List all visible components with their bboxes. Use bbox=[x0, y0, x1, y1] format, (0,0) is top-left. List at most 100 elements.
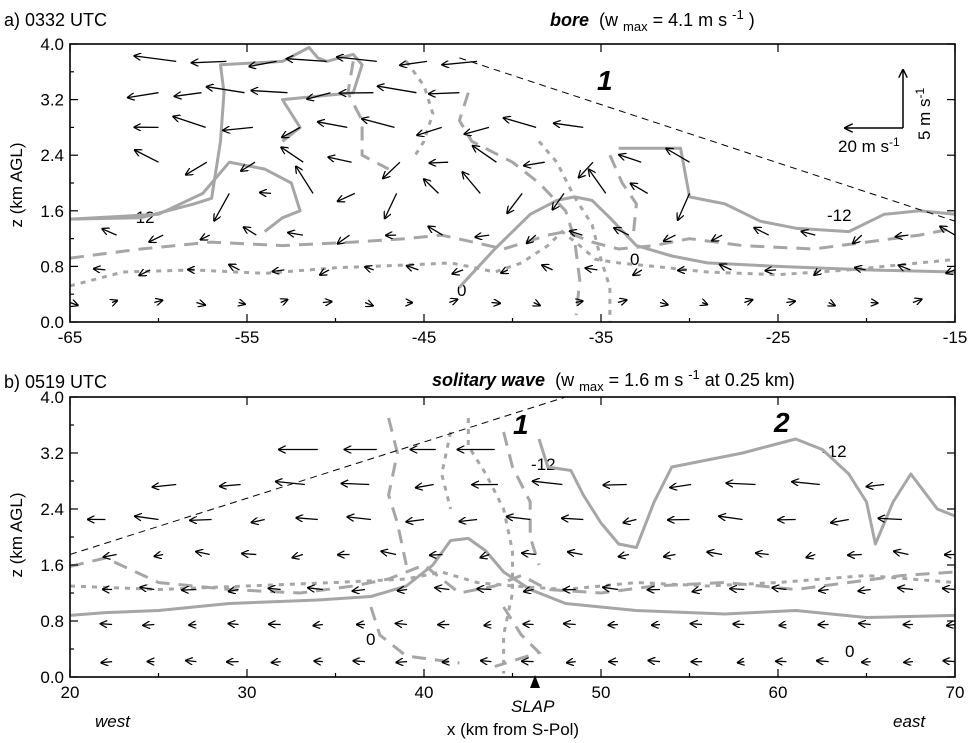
panel-b-wind-arrow-26 bbox=[623, 520, 637, 523]
panel-a-wind-arrow-55 bbox=[337, 234, 350, 244]
panel-b-wind-arrow-103 bbox=[353, 661, 366, 662]
panel-b-title-rest: (w bbox=[555, 370, 575, 390]
panel-a-xtick-label-5: -15 bbox=[943, 328, 968, 347]
panel-a-wind-arrow-42 bbox=[424, 179, 439, 194]
panel-a-wind-arrow-101 bbox=[576, 301, 583, 303]
panel-b: b) 0519 UTC solitary wave (w max = 1.6 m… bbox=[4, 367, 964, 739]
panel-b-wind-arrow-84 bbox=[484, 625, 491, 626]
panel-a-title-tail: = 4.1 m s bbox=[653, 10, 728, 30]
panel-a-title: bore (w max = 4.1 m s -1 ) bbox=[550, 3, 755, 35]
panel-a-wind-arrow-91 bbox=[154, 300, 162, 302]
panel-b-wind-arrow-58 bbox=[308, 588, 323, 590]
panel-a-wind-arrow-0 bbox=[134, 56, 177, 63]
panel-b-feature-label-1: 1 bbox=[513, 409, 529, 440]
panel-a-dotted-contour-2 bbox=[537, 140, 612, 322]
scale-u-label: 20 m s-1 bbox=[838, 135, 900, 156]
panel-a-wind-arrow-45 bbox=[552, 193, 565, 209]
panel-a-wind-arrow-8 bbox=[174, 93, 202, 97]
panel-a-wind-arrow-58 bbox=[475, 235, 490, 237]
panel-b-title-sup: -1 bbox=[688, 367, 700, 382]
panel-a-wind-arrow-53 bbox=[244, 227, 257, 236]
panel-a-wind-arrow-76 bbox=[407, 266, 419, 270]
panel-b-wind-arrow-116 bbox=[904, 662, 913, 663]
panel-a-wind-arrow-18 bbox=[282, 126, 301, 137]
panel-b-wind-arrow-68 bbox=[730, 589, 745, 590]
panel-a-wind-arrow-28 bbox=[281, 147, 304, 163]
panel-a-wind-arrow-80 bbox=[585, 268, 598, 270]
panel-a-wind-arrow-16 bbox=[173, 117, 206, 129]
panel-a-ytick-label-2: 1.6 bbox=[40, 202, 64, 221]
panel-a-wind-arrow-50 bbox=[102, 229, 117, 236]
panel-a-wind-arrow-5 bbox=[400, 61, 428, 65]
panel-b-ytick-label-3: 2.4 bbox=[40, 500, 64, 519]
panel-b-wind-arrow-73 bbox=[943, 588, 955, 589]
panel-b-wind-arrow-30 bbox=[831, 520, 849, 523]
panel-b-wind-arrow-42 bbox=[522, 553, 536, 555]
panel-b-wind-arrow-102 bbox=[314, 661, 323, 662]
panel-a-dashed-contour-3 bbox=[608, 154, 638, 239]
panel-a-dashed-contour-1 bbox=[346, 61, 390, 171]
panel-a-wind-arrow-34 bbox=[579, 161, 594, 178]
panel-a-wind-arrow-49 bbox=[70, 234, 71, 236]
panel-b-ytick-label-4: 3.2 bbox=[40, 444, 64, 463]
panel-b-wind-arrow-19 bbox=[251, 520, 265, 523]
panel-b-wind-arrow-50 bbox=[894, 551, 909, 554]
panel-a-wind-arrow-60 bbox=[570, 231, 583, 235]
panel-b-feature-label-2: 2 bbox=[773, 407, 790, 438]
panel-b-wind-arrow-69 bbox=[772, 588, 787, 590]
panel-a: a) 0332 UTC bore (w max = 4.1 m s -1 ) z… bbox=[4, 3, 968, 347]
slap-marker-icon bbox=[530, 675, 540, 688]
panel-b-wind-arrow-75 bbox=[101, 624, 113, 625]
panel-a-wind-arrow-57 bbox=[428, 226, 443, 236]
panel-b-wind-arrow-78 bbox=[228, 624, 239, 625]
panel-b-wind-arrow-45 bbox=[664, 555, 676, 557]
panel-b-wind-arrow-49 bbox=[848, 555, 862, 556]
panel-b-wind-arrow-12 bbox=[670, 485, 692, 488]
panel-b-wind-arrow-101 bbox=[272, 662, 281, 663]
panel-a-wind-arrow-30 bbox=[383, 161, 401, 178]
panel-b-label: b) 0519 UTC bbox=[4, 372, 107, 392]
panel-a-wind-arrow-89 bbox=[70, 303, 78, 306]
panel-a-title-rest: (w bbox=[599, 10, 619, 30]
panel-b-wind-arrow-67 bbox=[692, 590, 703, 592]
panel-a-wind-arrow-83 bbox=[720, 264, 732, 270]
west-label: west bbox=[95, 712, 131, 731]
panel-b-dotted-contour-2 bbox=[440, 431, 453, 510]
panel-a-wind-arrow-70 bbox=[139, 270, 151, 276]
panel-b-wind-arrow-108 bbox=[567, 662, 576, 663]
panel-a-wind-arrow-14 bbox=[429, 93, 460, 94]
panel-a-wind-arrow-6 bbox=[442, 61, 478, 64]
panel-a-title-close: ) bbox=[749, 10, 755, 30]
panel-b-wind-arrow-8 bbox=[416, 485, 434, 488]
panel-a-wind-arrow-81 bbox=[633, 270, 643, 275]
panel-a-wind-arrow-37 bbox=[214, 193, 230, 220]
panel-b-wind-arrow-88 bbox=[652, 625, 661, 626]
panel-b-xtick-label-1: 30 bbox=[238, 683, 257, 702]
panel-b-inversion-line bbox=[70, 397, 566, 555]
panel-a-wind-arrow-103 bbox=[659, 303, 668, 305]
panel-b-wind-arrow-62 bbox=[477, 589, 492, 590]
panel-a-ytick-label-5: 4.0 bbox=[40, 35, 64, 54]
panel-a-wind-arrow-78 bbox=[501, 270, 508, 273]
panel-a-feature-label: 1 bbox=[597, 65, 613, 96]
panel-a-wind-arrow-64 bbox=[754, 228, 769, 236]
panel-a-wind-arrow-107 bbox=[829, 303, 835, 306]
scale-w-sup: -1 bbox=[913, 87, 927, 98]
panel-b-wind-arrow-44 bbox=[619, 555, 630, 557]
panel-b-title-sub: max bbox=[579, 379, 604, 394]
panel-b-ylabel: z (km AGL) bbox=[7, 492, 26, 577]
scale-w-text: 5 m s bbox=[915, 98, 934, 140]
panel-a-wind-arrow-9 bbox=[207, 87, 245, 94]
panel-a-wind-arrow-23 bbox=[504, 118, 537, 129]
panel-a-solid-contour-0 bbox=[70, 46, 364, 221]
panel-b-xtick-label-4: 60 bbox=[769, 683, 788, 702]
panel-a-wind-arrow-46 bbox=[589, 169, 607, 194]
panel-a-solid-contour-2 bbox=[458, 195, 955, 289]
panel-a-title-sup: -1 bbox=[732, 7, 744, 22]
panel-b-wind-arrow-72 bbox=[898, 588, 913, 590]
panel-b-xlabel: x (km from S-Pol) bbox=[447, 720, 579, 739]
panel-b-wind-arrow-39 bbox=[381, 551, 397, 554]
panel-a-wind-arrow-47 bbox=[630, 183, 649, 194]
east-label: east bbox=[893, 712, 926, 731]
